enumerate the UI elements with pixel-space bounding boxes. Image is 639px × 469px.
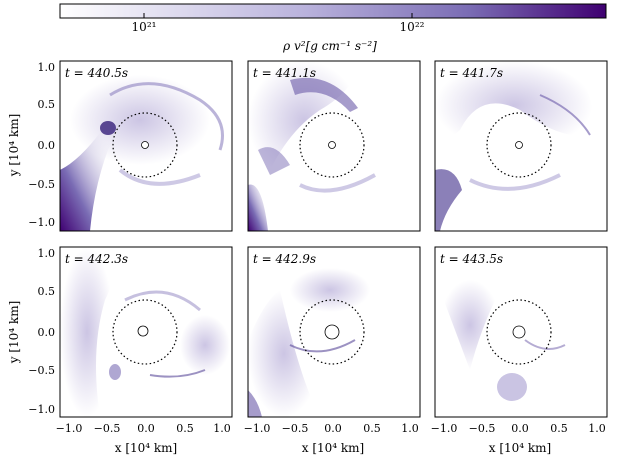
y-tick-label: 0.0 — [38, 326, 56, 339]
colorbar-tick-label: 10²¹ — [132, 20, 157, 34]
x-tick-label: −0.5 — [469, 422, 496, 435]
colorbar-gradient — [59, 3, 607, 19]
panel-5: t = 442.9s — [247, 246, 421, 418]
dotted-ring — [299, 112, 365, 178]
panel-6: t = 443.5s — [434, 246, 608, 418]
y-tick-label: 0.5 — [38, 285, 56, 298]
x-tick-label: 0.0 — [324, 422, 342, 435]
panel-3: t = 441.7s — [434, 60, 608, 232]
panel-1: t = 440.5s — [59, 60, 233, 232]
x-axis-label: x [10⁴ km] — [115, 441, 178, 455]
dotted-ring — [486, 299, 552, 365]
panel-time-label: t = 440.5s — [65, 66, 128, 80]
panel-4: t = 442.3s — [59, 246, 233, 418]
y-axis-row-1: 1.0 0.5 0.0 −0.5 −1.0 y [10⁴ km] — [7, 61, 55, 229]
panel-time-label: t = 442.3s — [65, 252, 128, 266]
panel-2: t = 441.1s — [247, 60, 421, 232]
x-tick-label: −0.5 — [282, 422, 309, 435]
core-circle — [515, 141, 523, 149]
x-axis-label: x [10⁴ km] — [489, 441, 552, 455]
dotted-ring — [299, 299, 365, 365]
x-tick-label: 1.0 — [401, 422, 419, 435]
x-tick-label: 0.0 — [511, 422, 529, 435]
panel-frame — [434, 60, 608, 232]
y-tick-label: 1.0 — [38, 61, 56, 74]
y-tick-label: −0.5 — [28, 364, 55, 377]
panel-frame — [59, 246, 233, 418]
panel-time-label: t = 443.5s — [440, 252, 503, 266]
x-axis-col-3: −1.0 −0.5 0.0 0.5 1.0 x [10⁴ km] — [431, 422, 606, 455]
panel-time-label: t = 441.1s — [253, 66, 316, 80]
dotted-ring — [486, 112, 552, 178]
core-circle — [324, 324, 340, 340]
x-tick-label: −1.0 — [431, 422, 458, 435]
y-tick-label: 1.0 — [38, 247, 56, 260]
y-tick-label: −1.0 — [28, 216, 55, 229]
core-circle — [328, 141, 336, 149]
panel-time-label: t = 441.7s — [440, 66, 503, 80]
x-tick-label: −0.5 — [94, 422, 121, 435]
colorbar: 10²¹ 10²² ρ v²[g cm⁻¹ s⁻²] — [59, 3, 607, 53]
panel-frame — [247, 60, 421, 232]
x-axis-col-2: −1.0 −0.5 0.0 0.5 1.0 x [10⁴ km] — [244, 422, 419, 455]
core-circle — [137, 325, 149, 337]
y-tick-label: 0.0 — [38, 139, 56, 152]
x-tick-label: 0.5 — [363, 422, 381, 435]
dotted-ring — [112, 299, 178, 365]
colorbar-tick-label: 10²² — [400, 20, 425, 34]
y-axis-label: y [10⁴ km] — [7, 114, 21, 178]
panel-frame — [247, 246, 421, 418]
x-tick-label: 0.0 — [137, 422, 155, 435]
y-axis-row-2: 1.0 0.5 0.0 −0.5 −1.0 y [10⁴ km] — [7, 247, 55, 416]
x-tick-label: 0.5 — [550, 422, 568, 435]
x-axis-col-1: −1.0 −0.5 0.0 0.5 1.0 x [10⁴ km] — [56, 422, 231, 455]
y-axis-label: y [10⁴ km] — [7, 301, 21, 365]
y-tick-label: −1.0 — [28, 403, 55, 416]
panel-time-label: t = 442.9s — [253, 252, 316, 266]
colorbar-title: ρ v²[g cm⁻¹ s⁻²] — [282, 39, 377, 53]
x-tick-label: −1.0 — [244, 422, 271, 435]
x-tick-label: −1.0 — [56, 422, 83, 435]
x-tick-label: 1.0 — [213, 422, 231, 435]
y-tick-label: 0.5 — [38, 98, 56, 111]
panel-frame — [59, 60, 233, 232]
y-tick-label: −0.5 — [28, 178, 55, 191]
x-axis-label: x [10⁴ km] — [302, 441, 365, 455]
panel-frame — [434, 246, 608, 418]
core-circle — [141, 141, 149, 149]
x-tick-label: 0.5 — [176, 422, 194, 435]
x-tick-label: 1.0 — [588, 422, 606, 435]
core-circle — [512, 325, 526, 339]
dotted-ring — [112, 112, 178, 178]
